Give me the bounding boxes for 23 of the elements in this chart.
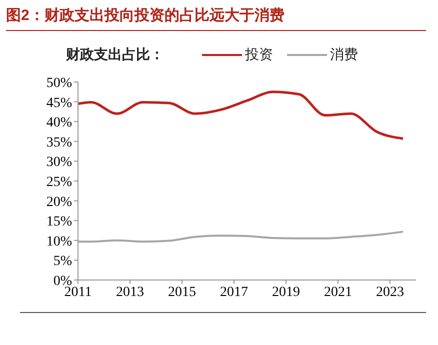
x-tick-label: 2013 [116,284,144,300]
y-tick-label: 20% [46,194,72,210]
x-tick-label: 2023 [376,284,404,300]
x-tick-label: 2019 [272,284,300,300]
line-series [78,230,404,243]
y-tick-label: 35% [46,135,72,150]
x-tick-label: 2015 [168,284,196,300]
legend-label: 消费 [329,46,358,64]
y-tick-label: 30% [46,155,72,170]
y-tick-label: 15% [46,214,72,230]
legend-label: 投资 [244,46,273,64]
y-tick-label: 25% [46,174,72,190]
y-tick-label: 5% [53,254,72,270]
x-tick-label: 2017 [220,284,248,300]
legend-title: 财政支出占比： [66,46,164,64]
y-tick-label: 50% [46,76,72,91]
x-tick-label: 2021 [324,284,352,300]
chart-title: 图2：财政支出投向投资的占比远大于消费 [6,6,284,25]
x-tick-label: 2011 [64,284,92,300]
y-tick-label: 10% [46,234,72,250]
y-tick-label: 45% [46,96,72,111]
line-series [78,90,404,140]
y-tick-label: 40% [46,116,72,131]
